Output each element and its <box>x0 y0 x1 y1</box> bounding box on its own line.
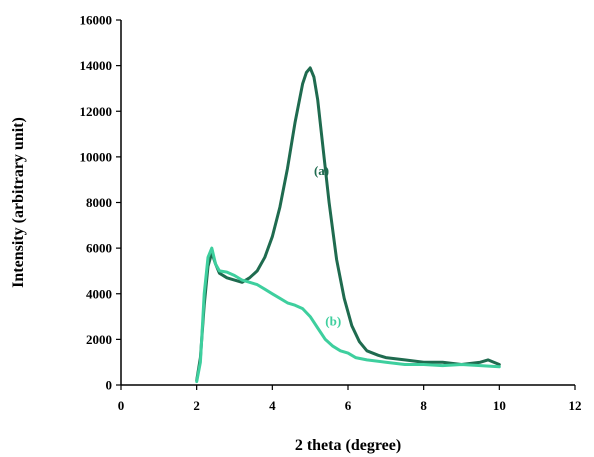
x-axis-title: 2 theta (degree) <box>295 437 401 454</box>
x-tick-label: 0 <box>118 398 125 413</box>
y-tick-label: 6000 <box>86 241 112 256</box>
x-tick-label: 10 <box>493 398 506 413</box>
series-label-b: (b) <box>325 314 341 329</box>
plot-area: 0 2 4 6 8 10 12 0 2000 4000 6000 8000 10000 12000 1400… <box>80 13 582 414</box>
y-tick-label: 4000 <box>86 286 112 301</box>
x-tick-label: 2 <box>193 398 200 413</box>
x-tick-label: 4 <box>269 398 276 413</box>
y-tick-label: 10000 <box>80 149 113 164</box>
y-tick-label: 0 <box>106 378 113 393</box>
y-tick-label: 8000 <box>86 195 112 210</box>
x-tick-label: 8 <box>420 398 427 413</box>
x-tick-label: 12 <box>569 398 582 413</box>
y-tick-label: 14000 <box>80 58 113 73</box>
y-axis-title: Intensity (arbitrary unit) <box>10 117 27 288</box>
y-tick-label: 2000 <box>86 332 112 347</box>
y-tick-label: 12000 <box>80 104 113 119</box>
series-line-b <box>195 246 501 384</box>
series-line-a <box>195 66 501 382</box>
y-tick-label: 16000 <box>80 13 113 28</box>
series-label-a: (a) <box>314 163 329 178</box>
x-tick-label: 6 <box>345 398 352 413</box>
